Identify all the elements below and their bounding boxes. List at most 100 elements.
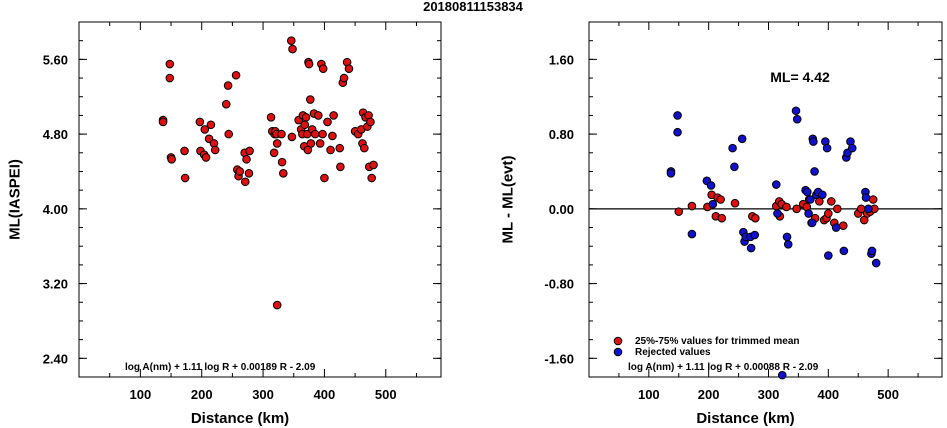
- data-point: [864, 204, 873, 214]
- data-point: [167, 155, 176, 164]
- y-axis-label: ML - ML(evt): [499, 155, 516, 243]
- data-point: [344, 64, 354, 74]
- data-point: [224, 129, 234, 139]
- data-point: [803, 187, 812, 197]
- legend-marker: [613, 347, 623, 357]
- data-point: [286, 36, 296, 45]
- data-point: [221, 99, 231, 109]
- data-point: [824, 251, 833, 260]
- data-point: [716, 195, 725, 204]
- data-point: [809, 137, 818, 146]
- data-point: [673, 127, 682, 137]
- y-tick-label: 3.20: [43, 277, 68, 292]
- data-point: [339, 73, 349, 83]
- data-point: [304, 59, 314, 69]
- data-point: [245, 146, 254, 156]
- data-point: [223, 81, 233, 90]
- data-point: [751, 213, 760, 223]
- data-point: [200, 125, 210, 134]
- data-point: [783, 240, 793, 249]
- data-point: [810, 167, 819, 176]
- data-point: [838, 221, 848, 230]
- data-point: [687, 201, 697, 211]
- plot-frame: [78, 21, 442, 378]
- left-scatter-plot: 100 200 300 400 500 5.60 4.80 4.00 3.20 2.40 Dista…: [6, 21, 442, 427]
- data-point: [323, 117, 332, 127]
- formula-text: log A(nm) + 1.11 log R + 0.00088 R - 2.0…: [628, 362, 819, 373]
- x-tick-label: 200: [191, 387, 213, 402]
- data-point: [315, 139, 325, 148]
- right-residual-plot: 100 200 300 400 500 1.60 0.80 0.00 -0.80 -1.60 Dis…: [499, 21, 943, 427]
- data-point: [301, 112, 311, 122]
- data-point: [240, 177, 250, 187]
- x-tick-label: 400: [314, 387, 336, 402]
- data-point: [158, 117, 168, 127]
- data-point: [242, 155, 251, 164]
- data-point: [708, 199, 718, 209]
- x-tick-label: 300: [758, 387, 780, 402]
- data-point: [730, 198, 740, 208]
- data-point: [827, 197, 836, 206]
- legend-label: 25%-75% values for trimmed mean: [635, 336, 800, 347]
- figure-title: 20180811153834: [423, 0, 524, 14]
- data-point: [666, 169, 676, 178]
- data-point: [750, 230, 760, 240]
- data-point: [717, 213, 727, 223]
- data-point: [847, 143, 857, 153]
- data-point: [318, 64, 328, 74]
- x-axis-label: Distance (km): [696, 410, 794, 427]
- data-point: [235, 167, 245, 176]
- data-point: [206, 120, 216, 130]
- data-point: [804, 209, 813, 218]
- data-point: [288, 44, 297, 54]
- x-tick-label: 100: [638, 387, 660, 402]
- data-point: [871, 258, 881, 268]
- data-point: [782, 232, 792, 242]
- data-point: [310, 129, 320, 139]
- x-tick-label: 300: [252, 387, 274, 402]
- data-point: [165, 73, 175, 83]
- x-tick-label: 500: [877, 387, 899, 402]
- x-tick-label: 100: [130, 387, 152, 402]
- data-point: [318, 129, 327, 139]
- y-tick-label: 4.80: [43, 127, 68, 142]
- data-point: [737, 134, 747, 144]
- data-point: [210, 145, 220, 155]
- data-point: [180, 146, 189, 156]
- data-point: [867, 246, 877, 256]
- data-point: [832, 204, 842, 214]
- data-point: [831, 223, 841, 232]
- data-point: [320, 173, 329, 183]
- data-point: [791, 106, 801, 116]
- y-tick-label: 2.40: [43, 351, 68, 366]
- x-tick-label: 400: [817, 387, 839, 402]
- y-tick-label: 0.00: [549, 202, 574, 217]
- data-point: [195, 117, 205, 127]
- data-point: [300, 120, 310, 130]
- ml-annotation: ML= 4.42: [770, 69, 830, 85]
- x-tick-label: 500: [375, 387, 397, 402]
- data-point: [868, 195, 878, 204]
- x-axis-label: Distance (km): [191, 410, 289, 427]
- data-point: [336, 162, 345, 172]
- data-point: [777, 370, 787, 380]
- data-point: [782, 202, 791, 212]
- data-point: [792, 204, 801, 214]
- data-point: [366, 117, 375, 127]
- x-tick-label: 200: [698, 387, 720, 402]
- y-tick-label: 5.60: [43, 52, 68, 67]
- y-tick-label: 1.60: [549, 52, 574, 67]
- data-point: [824, 209, 833, 218]
- data-point: [369, 160, 378, 170]
- data-point: [360, 143, 369, 153]
- y-tick-label: 4.00: [43, 202, 68, 217]
- data-point: [367, 173, 376, 183]
- data-point: [306, 139, 316, 148]
- data-point: [792, 114, 802, 124]
- data-point: [272, 139, 282, 148]
- data-point: [277, 129, 286, 139]
- y-axis-label: ML(IASPEI): [6, 159, 23, 240]
- y-tick-label: -0.80: [544, 277, 574, 292]
- data-point: [269, 148, 279, 158]
- data-point: [279, 169, 288, 178]
